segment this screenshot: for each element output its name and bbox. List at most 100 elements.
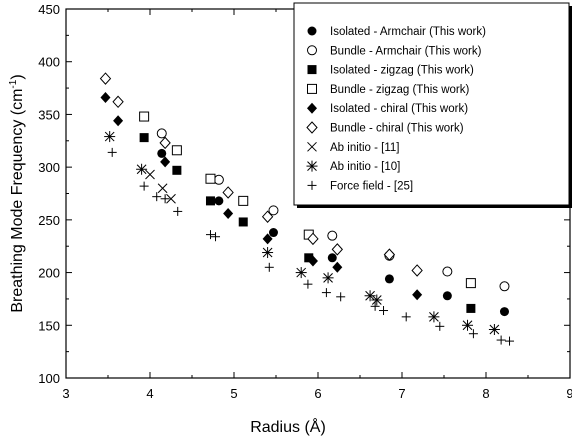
x-tick-label: 3 [62,386,69,401]
data-point-filled-diamond [113,115,124,127]
data-point-plus [435,321,445,331]
data-point-filled-diamond [100,92,111,104]
data-point-open-diamond [383,248,396,261]
x-tick-label: 8 [482,386,489,401]
legend-entry-label: Bundle - zigzag (This work) [330,84,469,96]
data-point-open-circle [499,281,510,292]
data-point-plus [173,206,183,216]
legend-entry-label: Isolated - chiral (This work) [330,103,468,115]
data-point-asterisk [428,311,440,323]
data-point-open-square [139,111,150,122]
data-point-asterisk [488,324,500,336]
data-point-x-cross [166,193,176,204]
x-axis-label: Radius (Å) [250,417,326,436]
data-point-filled-circle [499,307,509,317]
y-tick-label: 250 [38,213,60,228]
data-point-plus [107,147,117,157]
legend-marker-x-cross [307,141,317,152]
data-point-asterisk [104,131,116,143]
data-point-asterisk [371,294,383,306]
data-point-filled-diamond [412,289,423,301]
data-point-filled-circle [214,196,224,206]
legend-marker-plus [307,180,317,190]
data-point-filled-circle [442,291,452,301]
x-tick-label: 6 [314,386,321,401]
data-point-plus [211,232,221,242]
data-point-asterisk [262,247,274,259]
y-tick-label: 300 [38,160,60,175]
data-point-filled-diamond [332,261,343,273]
y-tick-label: 350 [38,107,60,122]
data-point-open-circle [442,266,453,277]
legend-marker-open-diamond [306,121,318,134]
y-tick-label: 150 [38,318,60,333]
y-axis-label-superscript: -1 [8,79,19,88]
data-point-asterisk [364,290,376,302]
data-point-plus [379,306,389,316]
data-point-plus [370,301,380,311]
data-point-filled-circle [157,148,167,158]
data-point-open-circle [327,230,338,241]
data-point-asterisk [295,267,307,279]
x-tick-label: 9 [566,386,572,401]
data-point-plus [468,329,478,339]
data-point-open-diamond [307,232,319,246]
data-point-open-square [171,145,182,156]
legend-marker-open-circle [307,45,317,56]
x-tick-label: 5 [230,386,237,401]
data-point-open-diamond [261,210,274,223]
data-point-plus [303,279,313,289]
data-point-plus [496,335,506,345]
data-point-plus [160,194,170,204]
data-point-filled-diamond [160,156,171,168]
data-point-open-square [238,195,249,206]
legend-marker-filled-circle [307,26,317,36]
data-point-plus [336,292,346,302]
legend-box [293,2,570,206]
data-point-filled-circle [384,274,394,284]
data-point-plus [205,230,215,240]
legend-entry-label: Ab initio - [11] [330,142,399,154]
data-point-filled-square [139,133,149,143]
data-point-filled-diamond [262,233,273,245]
data-point-x-cross [157,183,168,194]
data-point-filled-square [205,196,215,206]
data-point-plus [321,288,331,298]
data-point-asterisk [136,163,148,175]
data-point-filled-circle [268,228,278,238]
data-point-filled-diamond [307,255,318,267]
legend-entry-label: Isolated - Armchair (This work) [330,26,486,38]
legend-entry-label: Force field - [25] [330,180,413,192]
data-point-filled-circle [327,253,337,263]
data-point-filled-square [172,165,182,175]
data-point-filled-square [466,303,476,313]
data-point-open-diamond [159,136,171,150]
data-point-open-diamond [411,264,423,277]
x-tick-label: 7 [398,386,405,401]
data-point-plus [139,181,149,191]
data-point-filled-diamond [223,208,234,220]
data-point-plus [264,262,274,272]
x-tick-label: 4 [146,386,153,401]
data-point-asterisk [322,272,334,284]
data-point-open-diamond [112,95,124,109]
data-point-open-diamond [99,72,112,85]
y-axis-label-main: Breathing Mode Frequency (cm [9,89,26,313]
y-tick-label: 100 [38,371,60,386]
data-point-open-square [205,173,216,184]
data-point-plus [152,192,162,202]
y-axis-label-close: ) [9,74,26,79]
data-point-asterisk [462,319,474,331]
data-point-plus [401,312,411,322]
data-point-open-diamond [331,243,343,256]
legend: Isolated - Armchair (This work) Bundle - … [293,2,572,208]
y-tick-label: 450 [38,2,60,17]
legend-entry-label: Bundle - Armchair (This work) [330,45,482,57]
data-point-plus [505,336,515,346]
y-tick-label: 200 [38,266,60,281]
y-axis-label: Breathing Mode Frequency (cm-1) [8,74,26,312]
legend-marker-open-square [307,83,317,94]
legend-marker-asterisk [306,160,318,172]
data-point-open-diamond [222,186,234,199]
